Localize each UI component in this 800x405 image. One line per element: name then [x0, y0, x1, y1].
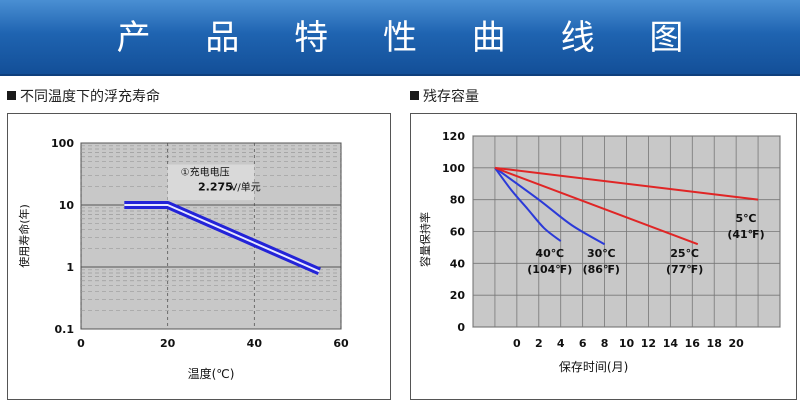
x-axis-title: 保存时间(月) — [559, 360, 628, 374]
x-tick-label: 6 — [579, 337, 587, 350]
x-tick-label: 10 — [619, 337, 635, 350]
y-axis-title: 使用寿命(年) — [17, 204, 31, 268]
section-heading-float-life-text: 不同温度下的浮充寿命 — [20, 89, 160, 105]
series-40c-label: 40℃ — [535, 247, 564, 260]
y-tick-label: 80 — [450, 194, 466, 207]
float-life-chart-svg: 0.1 1 10 100 0 20 40 60 使用寿命(年) 温度(℃) ①充电电压 2.275V/… — [17, 137, 349, 381]
y-axis-title: 容量保持率 — [418, 212, 432, 267]
series-5c-fahrenheit-label: (41℉) — [727, 228, 764, 241]
y-tick-label: 100 — [51, 137, 74, 150]
series-5c-line — [494, 166, 759, 201]
y-tick-label: 20 — [450, 289, 466, 302]
section-heading-residual-capacity: 残存容量 — [410, 86, 479, 106]
x-tick-label: 2 — [535, 337, 543, 350]
residual-capacity-chart-svg: 0 20 40 60 80 100 120 0 2 4 6 8 10 12 14 16 18 20 容量保持率保存时… — [418, 130, 781, 374]
series-30c-line — [494, 167, 606, 246]
y-tick-label: 100 — [442, 162, 465, 175]
section-heading-float-life: 不同温度下的浮充寿命 — [7, 86, 160, 106]
y-tick-label: 0.1 — [55, 323, 75, 336]
x-axis-title: 温度(℃) — [188, 366, 235, 381]
series-40c-fahrenheit-label: (104℉) — [527, 263, 572, 276]
title-banner: 产 品 特 性 曲 线 图 — [0, 0, 800, 76]
float-life-line-highlight — [124, 204, 320, 273]
x-tick-label: 18 — [707, 337, 722, 350]
series-30c-label: 30℃ — [587, 247, 616, 260]
y-tick-label: 10 — [59, 199, 75, 212]
square-bullet-icon — [410, 91, 419, 100]
float-life-chart: 0.1 1 10 100 0 20 40 60 使用寿命(年) 温度(℃) ①充电电压 2.275 V/… — [7, 113, 391, 400]
annotation-value: 2.275 — [198, 181, 233, 194]
x-tick-label: 20 — [728, 337, 744, 350]
x-tick-label: 0 — [77, 337, 85, 350]
series-5c-label: 5℃ — [736, 212, 757, 225]
series-25c-line — [494, 166, 699, 246]
residual-capacity-chart: 0 20 40 60 80 100 120 0 2 4 6 8 10 12 14 16 18 20 容量保持率保存时… — [410, 113, 797, 400]
series-25c-fahrenheit-label: (77℉) — [666, 263, 703, 276]
annotation-text: ①充电电压 — [181, 166, 230, 179]
x-tick-label: 0 — [513, 337, 521, 350]
y-tick-label: 0 — [457, 321, 465, 334]
annotation-box — [167, 164, 255, 201]
y-tick-label: 1 — [66, 261, 74, 274]
series-40c-line — [494, 167, 562, 242]
y-tick-label: 40 — [450, 257, 466, 270]
x-tick-label: 40 — [247, 337, 263, 350]
section-heading-residual-capacity-text: 残存容量 — [423, 89, 479, 105]
x-tick-label: 12 — [641, 337, 656, 350]
x-tick-label: 60 — [333, 337, 349, 350]
annotation-unit: V/单元 — [231, 182, 261, 194]
series-30c-fahrenheit-label: (86℉) — [583, 263, 620, 276]
y-tick-label: 120 — [442, 130, 465, 143]
square-bullet-icon — [7, 91, 16, 100]
x-tick-label: 20 — [160, 337, 176, 350]
x-tick-label: 14 — [663, 337, 679, 350]
x-tick-label: 8 — [601, 337, 609, 350]
page-title: 产 品 特 性 曲 线 图 — [116, 18, 706, 58]
x-tick-label: 4 — [557, 337, 565, 350]
y-tick-label: 60 — [450, 226, 466, 239]
x-tick-label: 16 — [685, 337, 701, 350]
series-25c-label: 25℃ — [670, 247, 699, 260]
